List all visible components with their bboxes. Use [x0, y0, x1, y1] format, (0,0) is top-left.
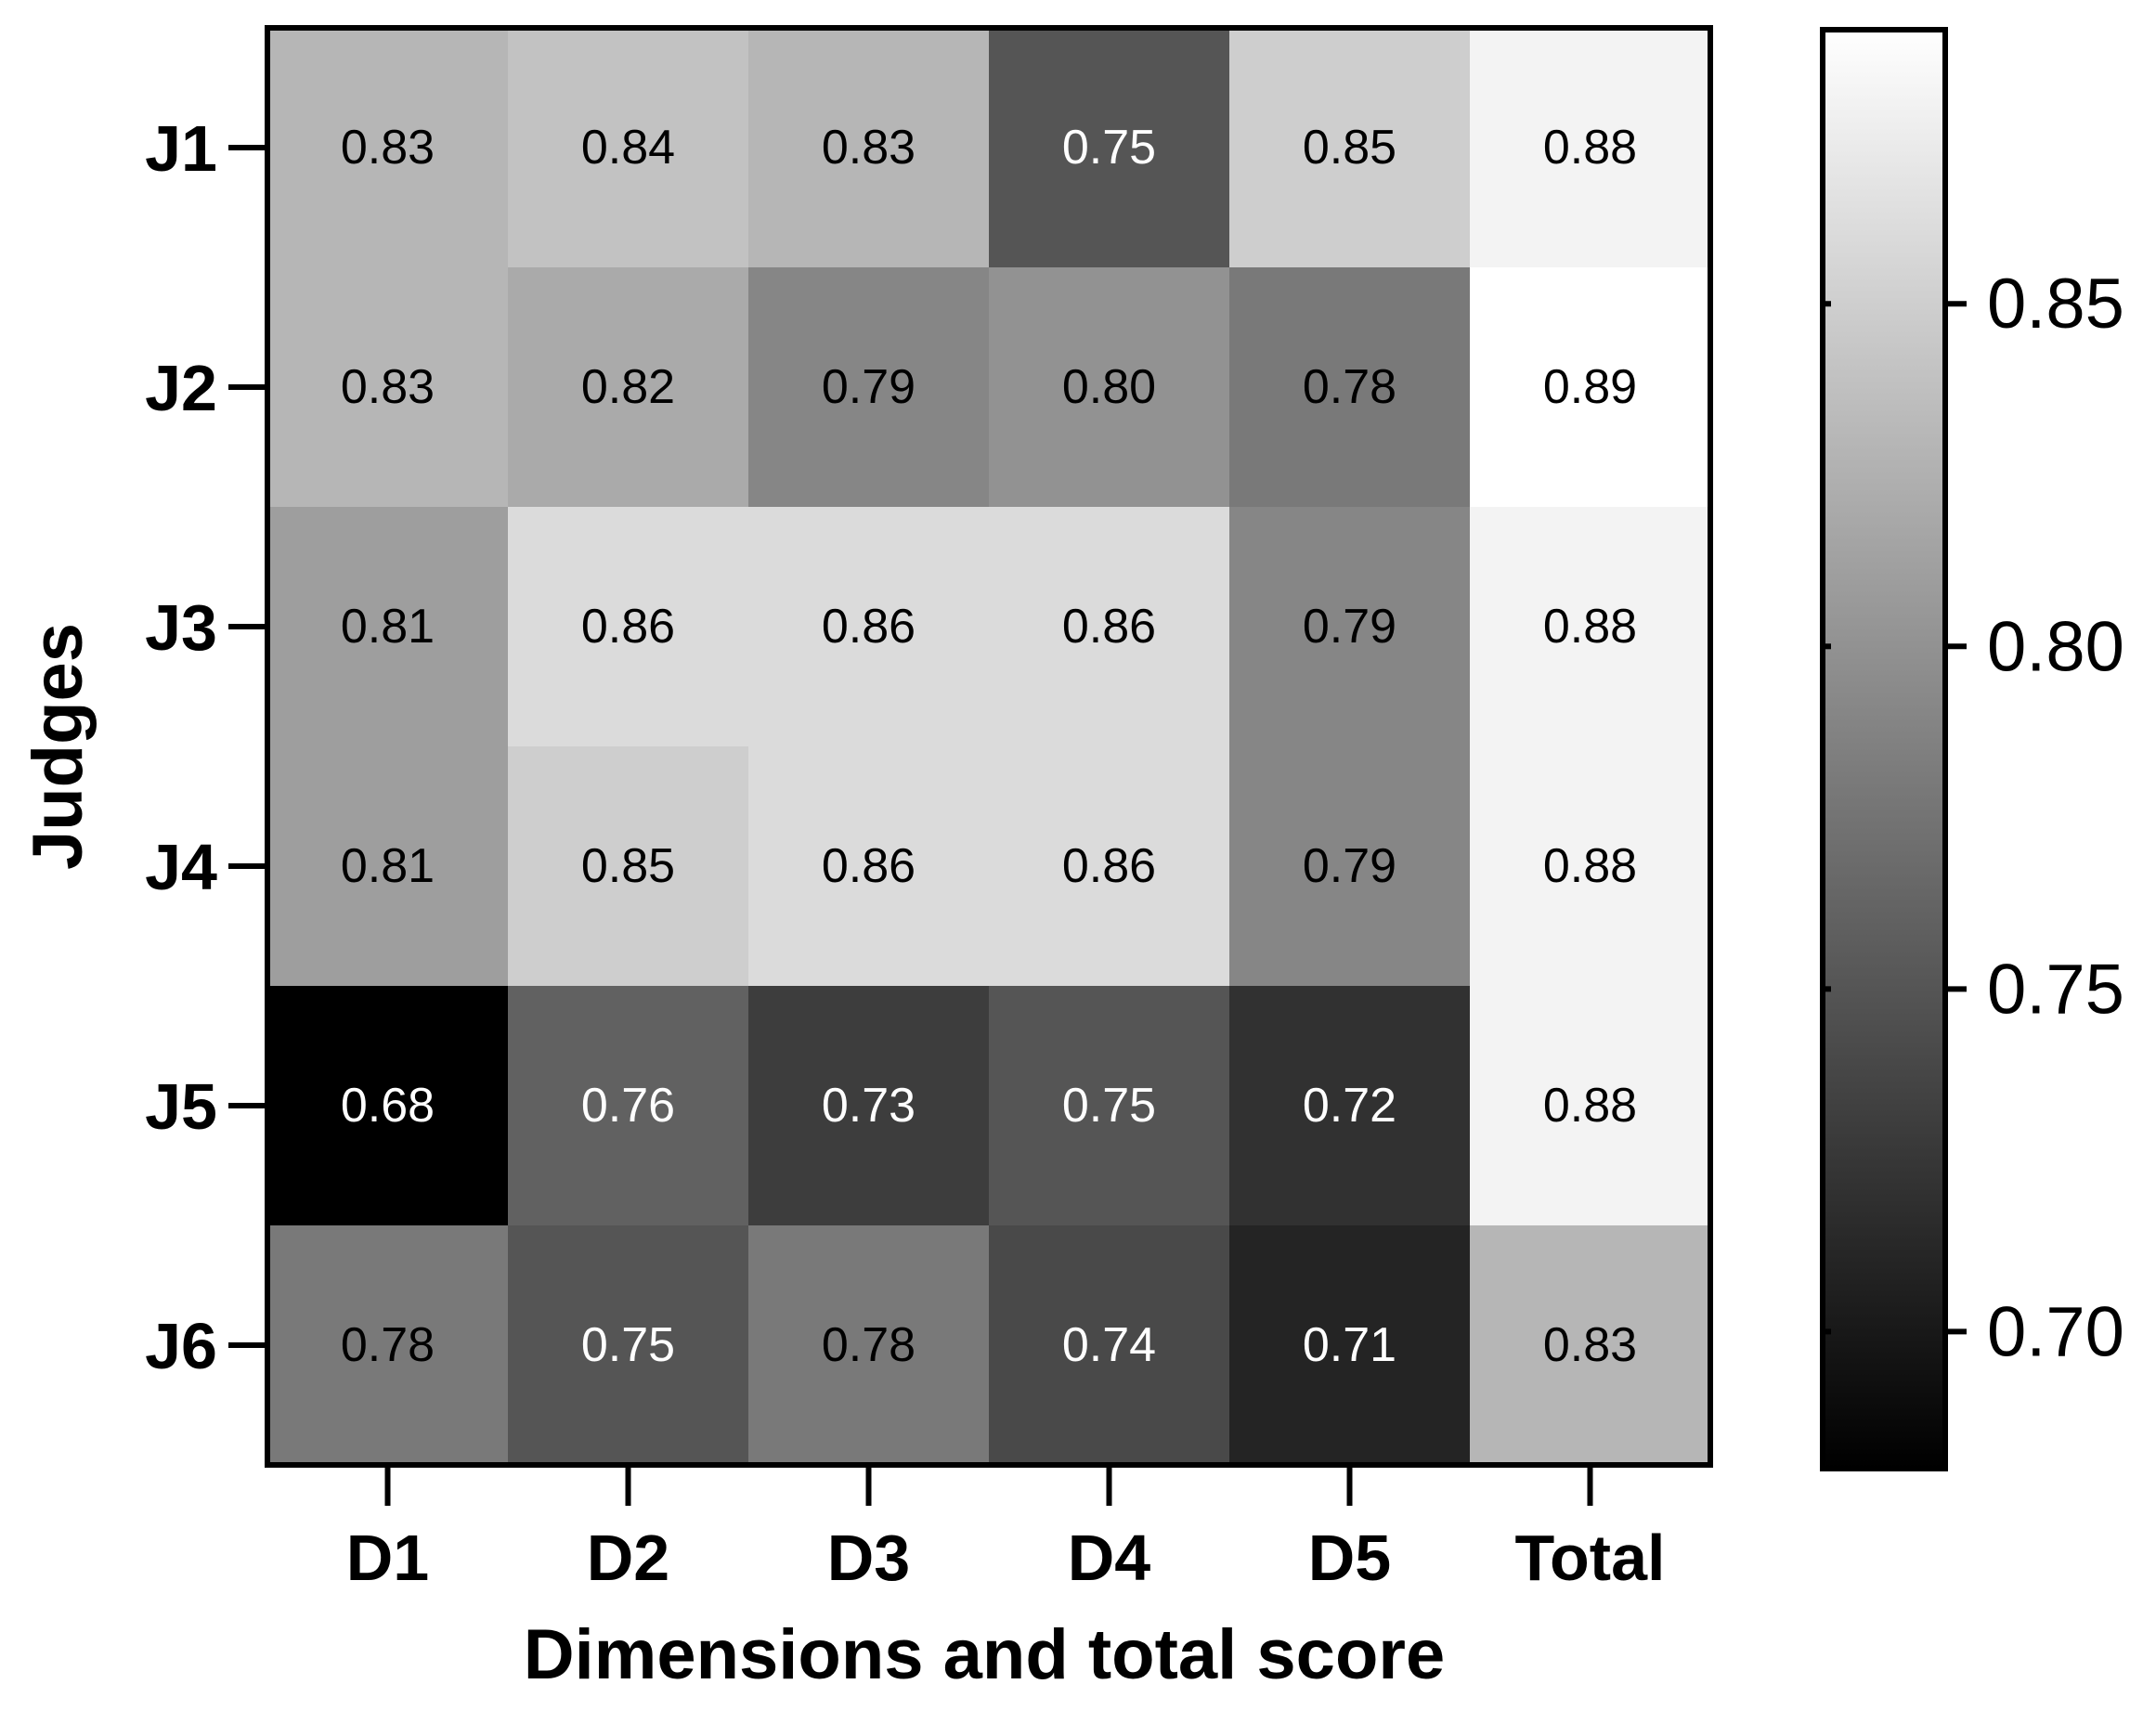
y-axis-title: Judges	[19, 623, 97, 870]
heatmap-cell-labels: 0.83 0.84 0.83 0.75 0.85 0.88 0.83 0.82 0.79 0.80…	[341, 121, 1637, 1372]
cell-value-label: 0.72	[1303, 1079, 1396, 1133]
y-tick-label: J1	[145, 112, 217, 185]
cell-value-label: 0.88	[1543, 121, 1637, 175]
heatmap-cell-j2-d4	[989, 267, 1230, 508]
cell-value-label: 0.78	[341, 1318, 435, 1372]
cell-value-label: 0.79	[1303, 600, 1396, 654]
cell-value-label: 0.85	[1303, 121, 1396, 175]
cell-value-label: 0.71	[1303, 1318, 1396, 1372]
cell-value-label: 0.79	[822, 360, 916, 414]
heatmap-cell-j5-d1	[267, 986, 509, 1226]
heatmap-cell-j4-d1	[267, 746, 509, 987]
y-tick-label: J6	[145, 1310, 217, 1382]
heatmap-cell-j5-d4	[989, 986, 1230, 1226]
heatmap-cell-j3-total	[1470, 507, 1711, 747]
colorbar-tick-label: 0.70	[1987, 1292, 2124, 1371]
heatmap-cell-j5-d2	[508, 986, 749, 1226]
heatmap-cell-j6-d1	[267, 1225, 509, 1466]
x-tick-label: D3	[827, 1522, 910, 1594]
x-tick-label: D1	[346, 1522, 429, 1594]
y-tick-label: J2	[145, 352, 217, 424]
cell-value-label: 0.83	[822, 121, 916, 175]
cell-value-label: 0.86	[1062, 839, 1156, 893]
cell-value-label: 0.79	[1303, 839, 1396, 893]
y-tick-label: J5	[145, 1070, 217, 1143]
heatmap-cell-j5-d3	[748, 986, 990, 1226]
colorbar	[1820, 27, 1948, 1471]
heatmap-cell-j4-d4	[989, 746, 1230, 987]
heatmap-cell-j2-d3	[748, 267, 990, 508]
cell-value-label: 0.89	[1543, 360, 1637, 414]
heatmap-cell-j5-d5	[1229, 986, 1471, 1226]
heatmap-cell-j1-d1	[267, 28, 509, 268]
x-tick-label: D5	[1308, 1522, 1391, 1594]
heatmap-cell-j3-d3	[748, 507, 990, 747]
colorbar-tick-label: 0.85	[1987, 265, 2124, 343]
heatmap-cell-j1-d2	[508, 28, 749, 268]
y-tick-label: J3	[145, 591, 217, 664]
colorbar-tick-label: 0.80	[1987, 607, 2124, 686]
heatmap-cell-j2-total	[1470, 267, 1711, 508]
heatmap-cell-j1-d3	[748, 28, 990, 268]
heatmap-cell-j3-d4	[989, 507, 1230, 747]
cell-value-label: 0.84	[581, 121, 675, 175]
cell-value-label: 0.83	[341, 121, 435, 175]
cell-value-label: 0.74	[1062, 1318, 1156, 1372]
cell-value-label: 0.86	[581, 600, 675, 654]
heatmap-cells	[267, 28, 1711, 1466]
heatmap-cell-j1-d4	[989, 28, 1230, 268]
x-tick-label: D4	[1068, 1522, 1151, 1594]
cell-value-label: 0.76	[581, 1079, 675, 1133]
y-axis: J1 J2 J3 J4 J5 J6	[145, 112, 267, 1382]
heatmap-cell-j3-d1	[267, 507, 509, 747]
heatmap-cell-j4-d3	[748, 746, 990, 987]
heatmap-cell-j6-total	[1470, 1225, 1711, 1466]
cell-value-label: 0.82	[581, 360, 675, 414]
cell-value-label: 0.86	[822, 839, 916, 893]
cell-value-label: 0.75	[1062, 1079, 1156, 1133]
heatmap-cell-j6-d3	[748, 1225, 990, 1466]
cell-value-label: 0.86	[822, 600, 916, 654]
heatmap-cell-j2-d2	[508, 267, 749, 508]
cell-value-label: 0.75	[581, 1318, 675, 1372]
cell-value-label: 0.75	[1062, 121, 1156, 175]
colorbar-tick-label: 0.75	[1987, 950, 2124, 1029]
cell-value-label: 0.81	[341, 600, 435, 654]
x-axis: D1 D2 D3 D4 D5 Total	[346, 1465, 1666, 1594]
cell-value-label: 0.88	[1543, 839, 1637, 893]
heatmap-cell-j4-d5	[1229, 746, 1471, 987]
cell-value-label: 0.81	[341, 839, 435, 893]
x-axis-title: Dimensions and total score	[524, 1615, 1445, 1694]
cell-value-label: 0.78	[822, 1318, 916, 1372]
x-tick-label: D2	[587, 1522, 669, 1594]
heatmap-cell-j3-d5	[1229, 507, 1471, 747]
heatmap-cell-j4-total	[1470, 746, 1711, 987]
x-tick-label: Total	[1514, 1522, 1665, 1594]
heatmap-cell-j5-total	[1470, 986, 1711, 1226]
cell-value-label: 0.88	[1543, 600, 1637, 654]
cell-value-label: 0.78	[1303, 360, 1396, 414]
cell-value-label: 0.83	[1543, 1318, 1637, 1372]
heatmap-cell-j2-d1	[267, 267, 509, 508]
cell-value-label: 0.68	[341, 1079, 435, 1133]
colorbar-ticks: 0.70 0.75 0.80 0.85	[1823, 265, 2124, 1371]
heatmap-cell-j6-d4	[989, 1225, 1230, 1466]
cell-value-label: 0.85	[581, 839, 675, 893]
heatmap-cell-j2-d5	[1229, 267, 1471, 508]
cell-value-label: 0.73	[822, 1079, 916, 1133]
heatmap-cell-j1-d5	[1229, 28, 1471, 268]
cell-value-label: 0.86	[1062, 600, 1156, 654]
heatmap-cell-j6-d5	[1229, 1225, 1471, 1466]
heatmap-cell-j6-d2	[508, 1225, 749, 1466]
y-tick-label: J4	[145, 831, 217, 903]
heatmap-cell-j4-d2	[508, 746, 749, 987]
cell-value-label: 0.80	[1062, 360, 1156, 414]
plot-frame	[265, 25, 1713, 1468]
cell-value-label: 0.83	[341, 360, 435, 414]
cell-value-label: 0.88	[1543, 1079, 1637, 1133]
heatmap-cell-j3-d2	[508, 507, 749, 747]
heatmap-cell-j1-total	[1470, 28, 1711, 268]
